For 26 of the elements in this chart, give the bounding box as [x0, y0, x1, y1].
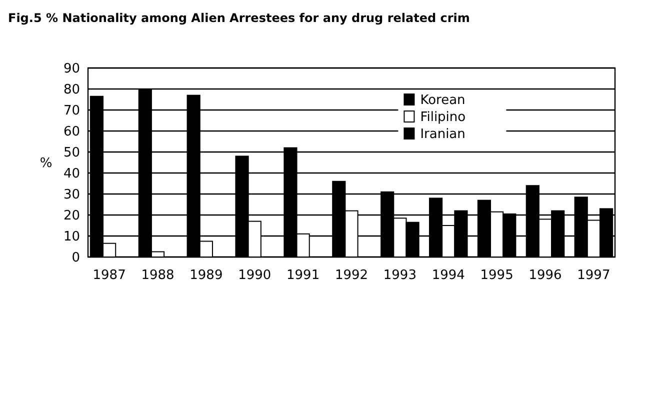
y-tick-label: 80 — [63, 82, 80, 98]
y-tick-label: 10 — [63, 230, 80, 245]
y-tick-label: 0 — [72, 250, 80, 266]
y-tick-label: 60 — [63, 124, 80, 140]
x-tick-label: 1987 — [92, 268, 126, 283]
y-tick-label: 50 — [63, 146, 80, 161]
y-axis-title: % — [40, 156, 52, 172]
x-tick-label: 1992 — [334, 268, 368, 283]
y-tick-label: 30 — [63, 188, 80, 203]
x-tick-label: 1994 — [432, 268, 465, 283]
legend-label: Korean — [420, 93, 466, 108]
x-tick-label: 1996 — [528, 268, 562, 283]
x-tick-label: 1997 — [577, 268, 610, 283]
y-tick-label: 20 — [63, 208, 80, 224]
x-tick-label: 1993 — [383, 268, 416, 283]
x-tick-label: 1988 — [141, 268, 174, 283]
x-tick-label: 1991 — [286, 268, 320, 283]
y-tick-label: 90 — [63, 62, 80, 77]
x-tick-label: 1990 — [238, 268, 272, 283]
legend-label: Filipino — [420, 110, 466, 125]
chart-title: Fig.5 % Nationality among Alien Arrestees for any drug related crim — [8, 11, 470, 25]
x-tick-label: 1989 — [190, 268, 223, 283]
legend-label: Iranian — [420, 127, 466, 142]
y-tick-label: 70 — [63, 104, 80, 119]
x-tick-label: 1995 — [480, 268, 514, 283]
y-tick-label: 40 — [63, 166, 80, 182]
